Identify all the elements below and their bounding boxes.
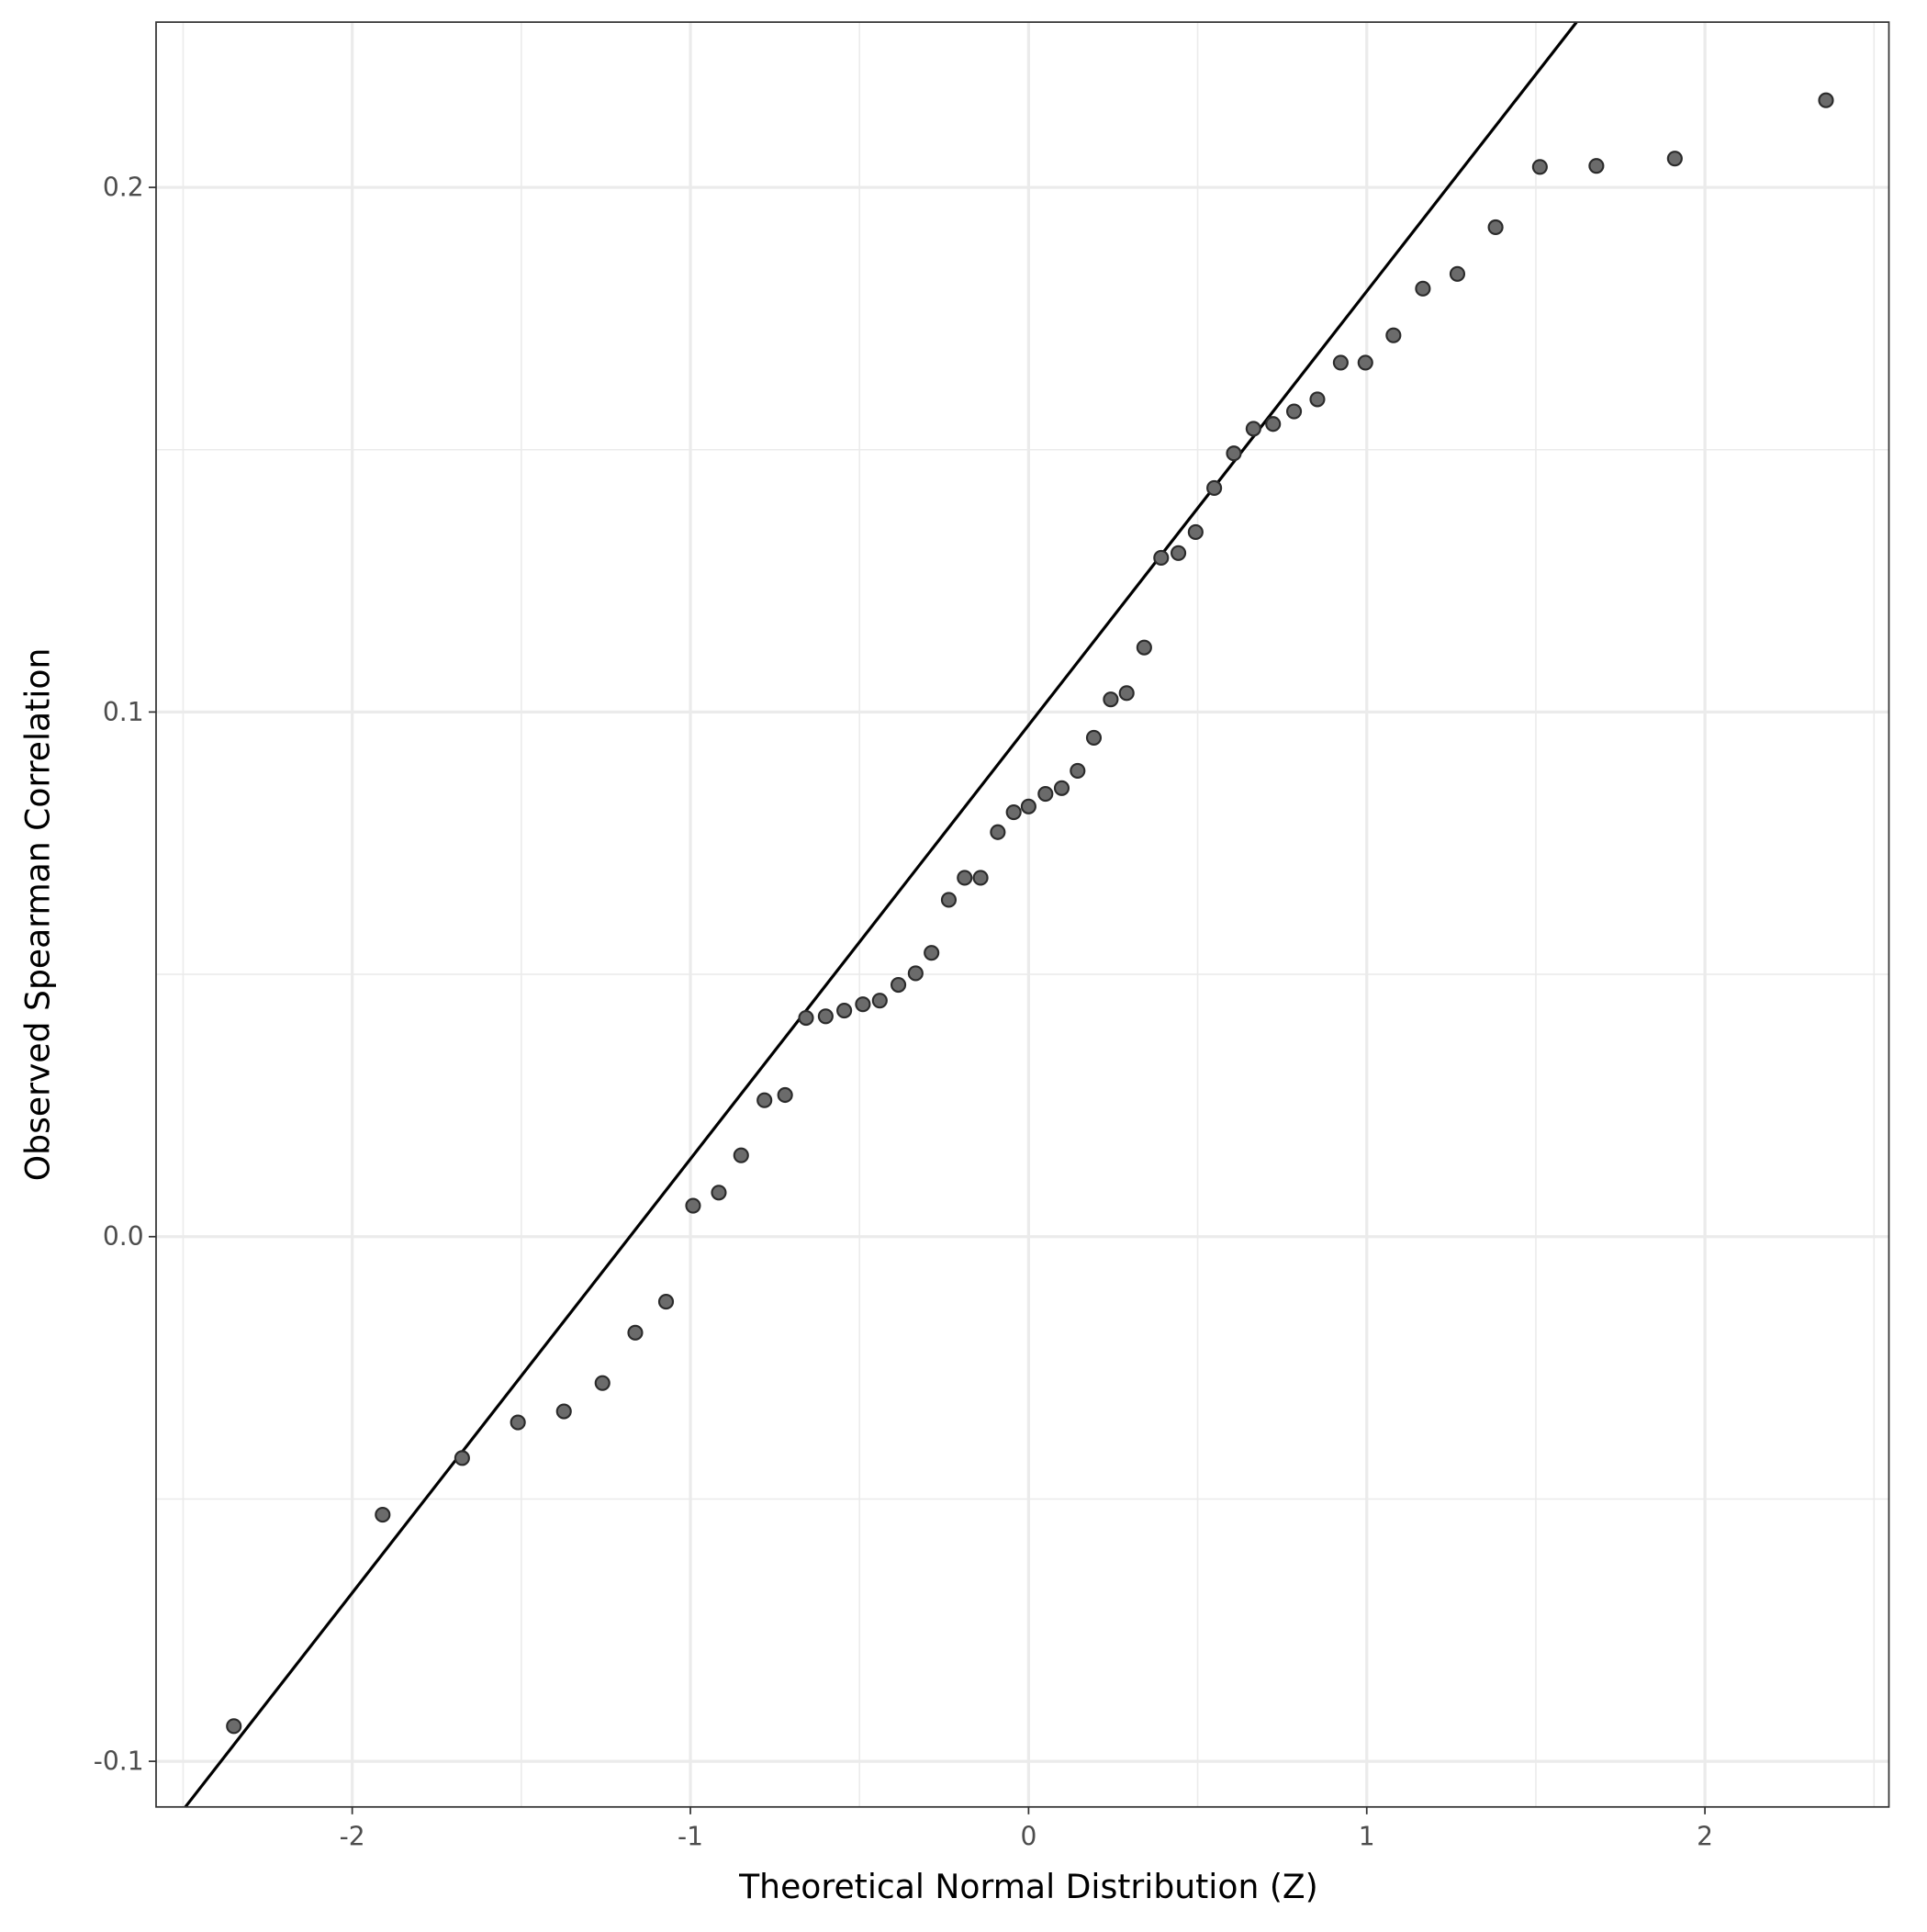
data-point — [972, 870, 989, 886]
data-point — [627, 1324, 644, 1341]
data-point — [1171, 545, 1187, 561]
data-point — [871, 993, 888, 1009]
data-point — [1037, 785, 1054, 803]
data-point — [1449, 265, 1466, 282]
data-point — [817, 1008, 834, 1025]
data-point — [1206, 479, 1223, 497]
data-point — [1245, 421, 1261, 437]
y-tick-label: 0.1 — [103, 697, 144, 727]
data-point — [1118, 685, 1135, 702]
data-point — [855, 996, 871, 1013]
data-point — [1153, 549, 1170, 567]
panel-border — [155, 21, 1890, 1808]
data-point — [733, 1147, 749, 1163]
y-axis-label: Observed Spearman Correlation — [18, 648, 58, 1182]
data-point — [594, 1375, 611, 1391]
axis-ticks: -2 -1 0 1 2 -0.1 0.0 0.1 0.2 — [94, 172, 1713, 1851]
data-point — [1136, 639, 1152, 656]
data-point — [1085, 729, 1103, 746]
data-point — [1103, 691, 1119, 708]
data-point — [555, 1403, 572, 1420]
data-point — [1226, 445, 1242, 462]
data-point — [990, 824, 1006, 840]
data-point — [226, 1718, 242, 1735]
reference-line-group — [184, 21, 1578, 1808]
data-point — [1187, 523, 1204, 541]
data-point — [1332, 354, 1349, 371]
x-tick-label: -1 — [678, 1821, 703, 1851]
data-point — [1020, 798, 1036, 814]
data-point — [711, 1185, 727, 1201]
data-point — [756, 1092, 773, 1108]
data-point — [940, 892, 958, 908]
x-tick-label: 2 — [1697, 1821, 1713, 1851]
data-point — [1487, 219, 1504, 236]
data-point — [375, 1507, 391, 1523]
x-tick-label: 0 — [1020, 1821, 1036, 1851]
data-point — [1265, 416, 1282, 432]
y-tick-label: -0.1 — [94, 1746, 144, 1776]
y-tick-label: 0.0 — [103, 1221, 144, 1252]
points — [226, 92, 1834, 1735]
data-point — [836, 1002, 853, 1019]
x-tick-label: -2 — [340, 1821, 365, 1851]
reference-line — [184, 21, 1578, 1808]
x-tick-label: 1 — [1359, 1821, 1375, 1851]
data-point — [1053, 780, 1070, 796]
data-point — [1285, 403, 1303, 420]
data-point — [1415, 280, 1431, 297]
data-point — [798, 1009, 814, 1027]
data-point — [1818, 92, 1834, 108]
data-point — [1357, 354, 1373, 371]
data-point — [1588, 158, 1605, 174]
data-point — [657, 1294, 675, 1310]
grid — [156, 22, 1889, 1807]
data-point — [685, 1197, 701, 1214]
data-point — [1385, 327, 1402, 343]
data-point — [1070, 762, 1086, 779]
y-tick-label: 0.2 — [103, 172, 144, 202]
data-point — [890, 976, 907, 994]
x-axis-label: Theoretical Normal Distribution (Z) — [738, 1867, 1318, 1906]
data-point — [777, 1086, 793, 1104]
data-point — [1005, 803, 1022, 821]
data-point — [454, 1450, 470, 1466]
data-point — [907, 965, 924, 982]
data-point — [510, 1414, 526, 1431]
data-point — [957, 870, 973, 886]
data-point — [1666, 151, 1683, 167]
data-point — [1309, 391, 1326, 408]
data-point — [924, 945, 940, 961]
data-point — [1531, 159, 1548, 175]
